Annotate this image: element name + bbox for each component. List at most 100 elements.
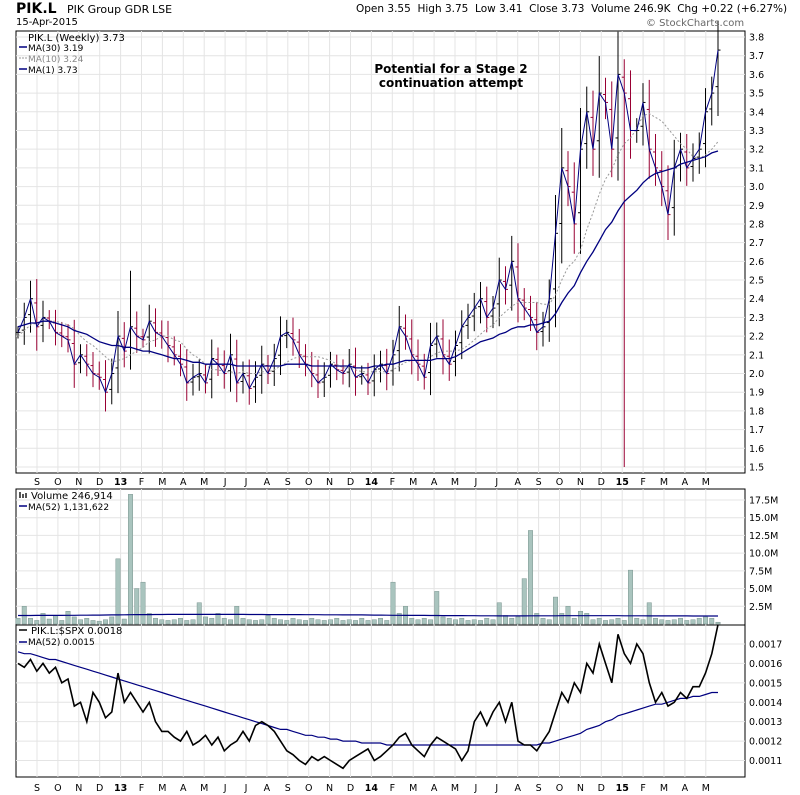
x-tick-label-bottom: M: [660, 783, 668, 794]
volume-bar: [334, 618, 340, 625]
volume-bar: [78, 619, 83, 625]
x-tick-label: A: [264, 477, 271, 488]
volume-bar: [53, 615, 58, 625]
x-tick-label-bottom: S: [34, 783, 40, 794]
x-tick-label-bottom: J: [244, 783, 248, 794]
volume-bar: [396, 613, 402, 625]
volume-y-tick: 15.0M: [749, 513, 778, 524]
x-tick-label: N: [326, 477, 333, 488]
volume-label: Volume: [591, 3, 631, 15]
x-tick-label: 13: [114, 477, 127, 488]
volume-bar: [28, 618, 33, 625]
volume-bar: [296, 619, 302, 625]
x-tick-label-bottom: M: [451, 783, 459, 794]
volume-bar: [278, 619, 283, 625]
volume-panel: [15, 488, 746, 626]
volume-bar: [453, 619, 458, 625]
volume-bar: [421, 618, 427, 625]
volume-bar: [571, 618, 577, 625]
x-tick-label-bottom: J: [473, 783, 477, 794]
x-tick-label: D: [598, 477, 605, 488]
quote-line: Open 3.55 High 3.75 Low 3.41 Close 3.73 …: [356, 3, 787, 15]
ratio-y-tick: 0.0014: [749, 698, 782, 709]
ratio-legend-ma: MA(52) 0.0015: [28, 638, 95, 648]
volume-bar: [65, 610, 71, 625]
exchange-name: LSE: [152, 3, 173, 16]
volume-bar: [584, 613, 590, 625]
chg-value: +0.22 (+6.27%): [701, 3, 788, 15]
ratio-y-tick: 0.0015: [749, 678, 782, 689]
price-y-tick: 3.1: [749, 163, 764, 174]
volume-bar: [265, 615, 271, 625]
x-tick-label: A: [180, 477, 187, 488]
x-tick-label: S: [536, 477, 542, 488]
price-y-tick: 2.8: [749, 219, 764, 230]
ratio-ma52-line: [17, 651, 718, 746]
volume-bar: [703, 616, 708, 625]
volume-bar: [159, 619, 165, 625]
volume-bar: [178, 618, 183, 625]
x-tick-label: M: [409, 477, 417, 488]
volume-bar: [521, 578, 527, 625]
volume-bar: [315, 619, 321, 625]
volume-bar: [59, 620, 65, 625]
volume-bar: [353, 620, 358, 625]
close-value: 3.73: [561, 3, 585, 15]
volume-y-tick: 7.5M: [749, 566, 772, 577]
annotation-line-1: Potential for a Stage 2: [374, 62, 527, 76]
x-tick-label: N: [75, 477, 82, 488]
volume-bar: [103, 619, 108, 625]
x-tick-label-bottom: J: [494, 783, 498, 794]
volume-bar: [253, 620, 258, 625]
stockcharts-watermark: © StockCharts.com: [646, 18, 745, 29]
x-tick-label-bottom: 13: [114, 783, 127, 794]
ratio-y-tick: 0.0017: [749, 640, 782, 651]
x-tick-label: S: [34, 477, 40, 488]
volume-bar: [46, 618, 52, 625]
x-tick-label: J: [244, 477, 248, 488]
volume-bar: [428, 619, 433, 625]
x-tick-label: O: [556, 477, 563, 488]
x-tick-label: F: [139, 477, 144, 488]
x-tick-label: 14: [365, 477, 379, 488]
volume-bar: [240, 618, 246, 625]
price-y-tick: 1.9: [749, 388, 764, 399]
volume-bar: [659, 619, 665, 625]
volume-bar: [234, 606, 240, 625]
volume-bar: [671, 619, 677, 625]
volume-bar: [378, 618, 383, 625]
volume-bar: [359, 618, 365, 625]
volume-bar: [684, 620, 690, 625]
volume-bar: [196, 602, 202, 625]
x-tick-label: O: [305, 477, 312, 488]
x-tick-label-bottom: F: [390, 783, 395, 794]
ratio-y-tick: 0.0013: [749, 717, 782, 728]
x-tick-label-bottom: N: [326, 783, 333, 794]
x-tick-label: J: [473, 477, 477, 488]
volume-bar: [384, 620, 390, 625]
volume-bar: [303, 620, 308, 625]
x-tick-label: 15: [616, 477, 629, 488]
x-tick-label-bottom: A: [431, 783, 438, 794]
x-tick-label: J: [223, 477, 227, 488]
volume-bar: [509, 618, 515, 625]
ratio-legend: PIK.L:$SPX 0.0018 MA(52) 0.0015: [19, 626, 122, 648]
x-tick-label-bottom: N: [75, 783, 82, 794]
x-tick-label: F: [640, 477, 645, 488]
price-legend-ma30: MA(30) 3.19: [28, 44, 84, 54]
volume-bar: [228, 619, 233, 625]
volume-bar: [409, 618, 415, 625]
ma10-line: [17, 113, 719, 375]
volume-bar: [534, 613, 540, 625]
volume-legend-ma: MA(52) 1,131,622: [28, 503, 109, 513]
volume-bar: [321, 620, 327, 625]
x-tick-label: A: [514, 477, 521, 488]
price-y-tick: 2.0: [749, 369, 764, 380]
x-tick-label: A: [682, 477, 689, 488]
volume-bar: [365, 620, 371, 625]
volume-bar: [646, 602, 652, 625]
x-tick-label-bottom: 14: [365, 783, 379, 794]
price-y-tick: 3.8: [749, 33, 764, 44]
volume-bar: [609, 619, 615, 625]
